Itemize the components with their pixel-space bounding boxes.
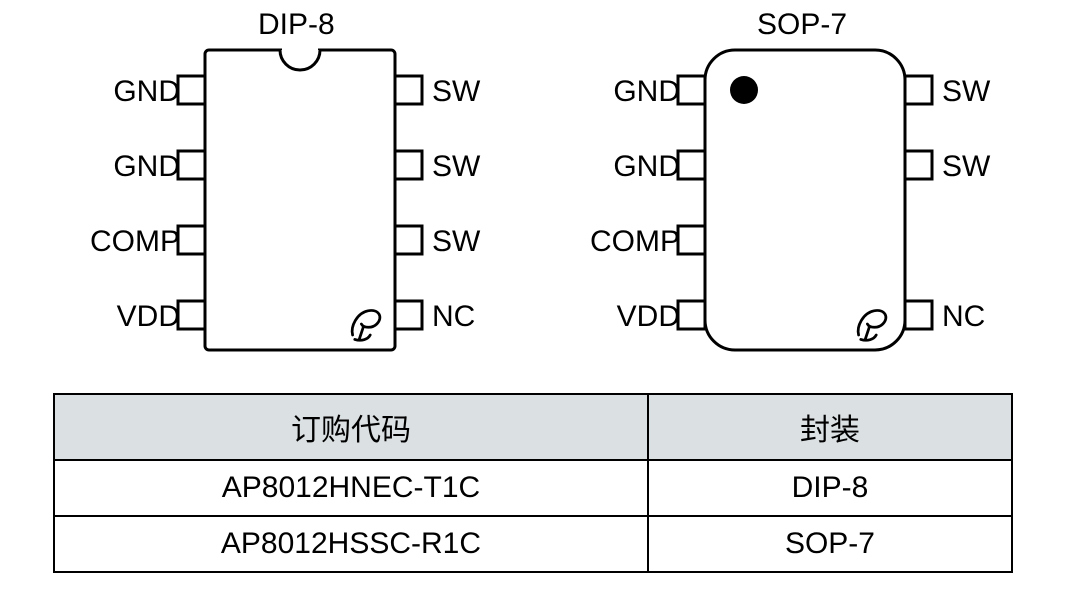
sop7-stub-r2 [905,151,932,179]
col-package: 封装 [648,394,1012,460]
dip8-stub-l3 [178,226,205,254]
dip8-stub-l2 [178,151,205,179]
stage: DIP-8 SOP-7 GND GND COMP VDD SW SW SW NC… [0,0,1066,592]
dip8-stub-r4 [395,301,422,329]
sop7-stub-r1 [905,76,932,104]
cell-pkg-0: DIP-8 [648,460,1012,516]
cell-pkg-1: SOP-7 [648,516,1012,572]
sop7-stub-l1 [678,76,705,104]
sop7-stub-r4 [905,301,932,329]
dip8-stub-l4 [178,301,205,329]
sop7-pin1-dot-icon [730,76,758,104]
dip8-stub-r2 [395,151,422,179]
sop7-stub-l3 [678,226,705,254]
sop7-stub-l4 [678,301,705,329]
dip8-stub-r3 [395,226,422,254]
table-row: AP8012HNEC-T1C DIP-8 [54,460,1012,516]
table-header-row: 订购代码 封装 [54,394,1012,460]
order-table: 订购代码 封装 AP8012HNEC-T1C DIP-8 AP8012HSSC-… [53,393,1013,573]
order-table-wrap: 订购代码 封装 AP8012HNEC-T1C DIP-8 AP8012HSSC-… [53,393,1013,573]
col-order-code: 订购代码 [54,394,648,460]
dip8-notch-mask [282,48,318,52]
sop7-stub-l2 [678,151,705,179]
cell-code-1: AP8012HSSC-R1C [54,516,648,572]
dip8-stub-r1 [395,76,422,104]
dip8-stub-l1 [178,76,205,104]
cell-code-0: AP8012HNEC-T1C [54,460,648,516]
table-row: AP8012HSSC-R1C SOP-7 [54,516,1012,572]
dip8-body [205,50,395,350]
